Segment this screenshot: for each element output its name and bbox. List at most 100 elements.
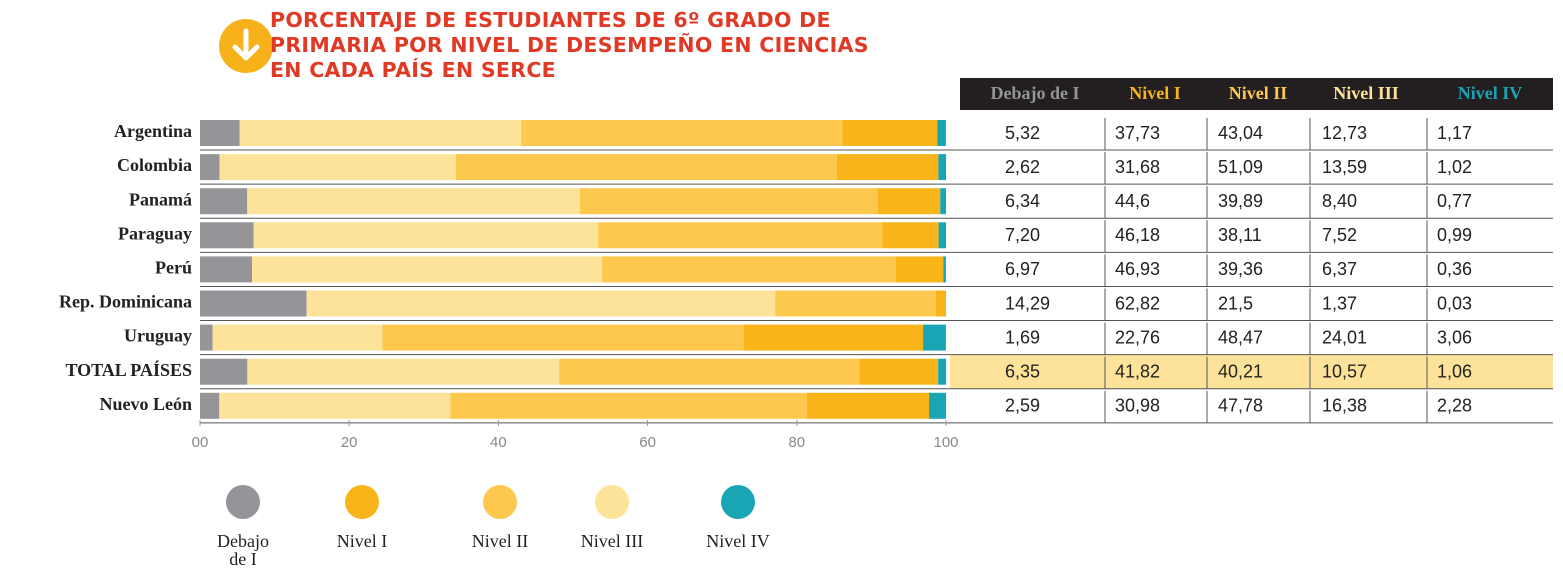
bar-segment <box>200 120 240 146</box>
bar-segment <box>253 222 599 249</box>
legend-label: Nivel IV <box>706 531 770 551</box>
row-highlight <box>950 354 1553 389</box>
bar-segment <box>743 324 924 351</box>
table-cell: 39,89 <box>1218 191 1263 211</box>
bar-segment <box>937 120 946 146</box>
bar-segment <box>859 358 939 385</box>
legend-label: Nivel I <box>336 531 388 551</box>
bar-segment <box>219 392 451 419</box>
table-cell: 7,52 <box>1322 225 1357 245</box>
x-tick-label: 80 <box>788 434 805 451</box>
bar-segment <box>938 154 946 181</box>
bar-segment <box>247 188 581 215</box>
table-cell: 0,03 <box>1437 293 1472 313</box>
table-cell: 1,02 <box>1437 157 1472 177</box>
bar-segment <box>455 154 838 181</box>
table-cell: 24,01 <box>1322 327 1367 347</box>
bar-segment <box>200 256 252 283</box>
bar-segment <box>895 256 944 283</box>
bar-segment <box>200 324 213 351</box>
bar-segment <box>929 392 947 419</box>
table-cell: 46,93 <box>1115 259 1160 279</box>
legend-label: Nivel II <box>471 531 529 551</box>
table-cell: 0,36 <box>1437 259 1472 279</box>
icon-arrow <box>232 28 260 61</box>
table-cell: 1,06 <box>1437 361 1472 381</box>
x-tick-label: 60 <box>639 434 656 451</box>
table-cell: 8,40 <box>1322 191 1357 211</box>
table-header: Nivel II <box>1229 83 1288 103</box>
table-cell: 48,47 <box>1218 327 1263 347</box>
bar-segment <box>200 392 220 419</box>
bar-segment <box>775 290 936 317</box>
table-cell: 37,73 <box>1115 123 1160 143</box>
category-label: Panamá <box>129 189 192 209</box>
legend-swatch <box>226 485 260 519</box>
table-cell: 39,36 <box>1218 259 1263 279</box>
bar-segment <box>247 358 560 385</box>
bar-segment <box>219 154 456 181</box>
legend-label: Debajo de I <box>217 531 269 569</box>
legend-swatch <box>345 485 379 519</box>
table-cell: 1,69 <box>1005 327 1040 347</box>
table-cell: 16,38 <box>1322 396 1367 416</box>
category-label: Perú <box>155 258 192 278</box>
bar-segment <box>251 256 603 283</box>
bar-segment <box>239 120 522 146</box>
table-cell: 38,11 <box>1218 225 1262 245</box>
table-cell: 6,37 <box>1322 259 1357 279</box>
category-label: Paraguay <box>118 223 192 243</box>
table-cell: 51,09 <box>1218 157 1263 177</box>
table-cell: 6,97 <box>1005 259 1040 279</box>
bar-segment <box>842 120 938 146</box>
bar-segment <box>559 358 860 385</box>
table-cell: 46,18 <box>1115 225 1160 245</box>
table-cell: 3,06 <box>1437 327 1472 347</box>
bar-segment <box>935 290 946 317</box>
category-label: Rep. Dominicana <box>59 292 192 312</box>
table-cell: 0,77 <box>1437 191 1472 211</box>
bar-segment <box>200 222 254 249</box>
table-header: Nivel I <box>1129 83 1181 103</box>
legend-swatch <box>483 485 517 519</box>
table-cell: 2,59 <box>1005 396 1040 416</box>
bar-segment <box>200 290 307 317</box>
x-tick-label: 00 <box>192 434 209 451</box>
table-cell: 12,73 <box>1322 123 1367 143</box>
table-cell: 6,34 <box>1005 191 1040 211</box>
bar-segment <box>598 222 883 249</box>
bar-segment <box>450 392 807 419</box>
bar-segment <box>938 358 947 385</box>
bar-segment <box>521 120 843 146</box>
bar-segment <box>882 222 939 249</box>
table-cell: 7,20 <box>1005 225 1040 245</box>
bar-segment <box>382 324 744 351</box>
table-header: Debajo de I <box>991 83 1080 103</box>
table-cell: 30,98 <box>1115 396 1160 416</box>
table-cell: 10,57 <box>1322 361 1367 381</box>
x-tick-label: 100 <box>933 434 958 451</box>
bar-segment <box>923 324 946 351</box>
table-cell: 31,68 <box>1115 157 1160 177</box>
table-cell: 44,6 <box>1115 191 1150 211</box>
table-cell: 40,21 <box>1218 361 1263 381</box>
bar-segment <box>306 290 776 317</box>
bar-segment <box>806 392 930 419</box>
category-label: Nuevo León <box>99 394 192 414</box>
table-cell: 22,76 <box>1115 327 1160 347</box>
legend-label: Nivel III <box>580 531 644 551</box>
bar-segment <box>200 358 248 385</box>
legend-swatch <box>721 485 755 519</box>
bar-segment <box>602 256 896 283</box>
chart-title: PORCENTAJE DE ESTUDIANTES DE 6º GRADO DE… <box>270 8 869 82</box>
table-cell: 43,04 <box>1218 123 1263 143</box>
bar-segment <box>943 256 946 283</box>
table-cell: 14,29 <box>1005 293 1050 313</box>
table-cell: 1,17 <box>1437 123 1472 143</box>
table-cell: 6,35 <box>1005 361 1040 381</box>
legend-swatch <box>595 485 629 519</box>
table-cell: 62,82 <box>1115 293 1160 313</box>
x-tick-label: 20 <box>341 434 358 451</box>
